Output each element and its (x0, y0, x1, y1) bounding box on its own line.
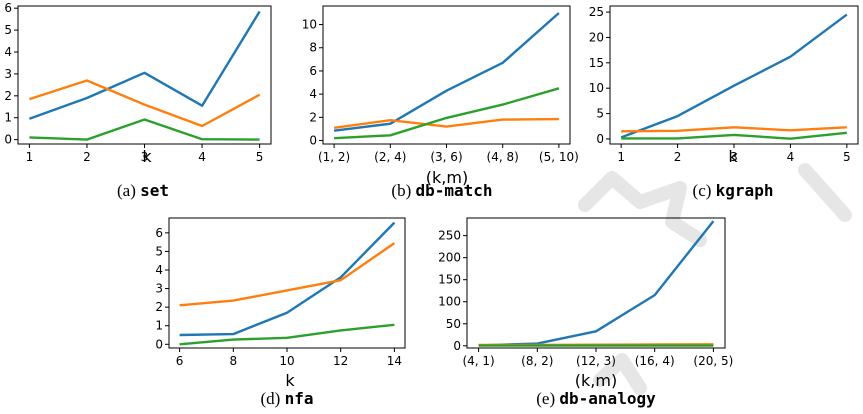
x-tick-label: (3, 6) (430, 150, 462, 164)
y-tick-label: 4 (309, 87, 317, 101)
caption-name: nfa (285, 389, 314, 408)
y-tick-label: 8 (309, 41, 317, 55)
y-tick-label: 5 (596, 107, 604, 121)
series-line-1 (179, 221, 396, 337)
y-tick-label: 5 (155, 244, 163, 258)
x-axis-label: k (285, 371, 295, 390)
y-tick-label: 2 (155, 300, 163, 314)
series-line-3 (334, 87, 560, 140)
series-line-2 (179, 242, 396, 307)
y-tick-label: 10 (302, 18, 317, 32)
caption-name: db-analogy (559, 389, 656, 408)
x-tick-label: (5, 10) (539, 150, 579, 164)
x-tick-label: (1, 2) (318, 150, 350, 164)
caption-prefix: (d) (261, 389, 285, 408)
x-tick-label: 14 (387, 354, 402, 368)
x-tick-label: 10 (279, 354, 294, 368)
x-tick-label: 3 (730, 150, 738, 164)
chart-kgraph: 0 5 10 15 20 25 1 2 3 4 5 k (c) kgraph (589, 5, 859, 200)
x-tick-label: 5 (256, 150, 264, 164)
x-tick-label: (8, 2) (521, 354, 553, 368)
x-axis-label: k (142, 147, 152, 166)
x-tick-label: 5 (843, 150, 851, 164)
y-tick-label: 15 (589, 56, 604, 70)
y-tick-label: 10 (589, 81, 604, 95)
caption-prefix: (e) (536, 389, 559, 408)
y-tick-label: 1 (4, 111, 12, 125)
series-line-2 (29, 79, 261, 128)
caption-name: db-match (416, 181, 493, 200)
y-tick-label: 0 (4, 133, 12, 147)
subfigure-caption: (a) set (117, 181, 169, 200)
y-tick-label: 0 (155, 337, 163, 351)
x-tick-label: 12 (333, 354, 348, 368)
caption-prefix: (a) (117, 181, 140, 200)
x-tick-label: 1 (26, 150, 34, 164)
x-tick-label: 4 (198, 150, 206, 164)
series-line-1 (620, 13, 848, 139)
x-tick-label: 1 (617, 150, 625, 164)
series-line-3 (621, 131, 847, 140)
caption-prefix: (c) (693, 181, 716, 200)
x-tick-label: (4, 1) (462, 354, 494, 368)
x-axis-label: (k,m) (426, 168, 468, 187)
y-tick-label: 0 (453, 339, 461, 353)
y-tick-label: 2 (309, 110, 317, 124)
y-tick-label: 2 (4, 89, 12, 103)
y-tick-label: 150 (438, 273, 461, 287)
subfigure-caption: (c) kgraph (693, 181, 774, 200)
plot-frame (609, 5, 859, 145)
x-tick-label: (12, 3) (576, 354, 616, 368)
series-line-1 (28, 10, 261, 120)
series-line-3 (29, 118, 260, 141)
x-tick-label: 2 (674, 150, 682, 164)
series-line-2 (333, 117, 559, 129)
caption-prefix: (b) (391, 181, 415, 200)
x-tick-label: 4 (787, 150, 795, 164)
x-tick-label: 2 (83, 150, 91, 164)
series-line-3 (179, 323, 395, 346)
x-tick-label: (2, 4) (374, 150, 406, 164)
series-line-1 (478, 220, 715, 347)
y-tick-label: 1 (155, 319, 163, 333)
x-tick-label: (16, 4) (635, 354, 675, 368)
y-tick-label: 6 (155, 226, 163, 240)
y-tick-label: 3 (4, 67, 12, 81)
y-tick-label: 5 (4, 23, 12, 37)
y-tick-label: 4 (4, 45, 12, 59)
series-line-2 (621, 126, 847, 133)
chart-db-analogy: 0 50 100 150 200 250 (4, 1) (8, 2) (12, 3) (16, 4… (438, 217, 733, 408)
x-tick-label: 3 (141, 150, 149, 164)
y-tick-label: 6 (309, 64, 317, 78)
subfigure-caption: (b) db-match (391, 181, 492, 200)
chart-db-match: 0 2 4 6 8 10 (1, 2) (2, 4) (3, 6) (4, 8) (5, 10) (k… (302, 5, 579, 200)
subfigure-caption: (d) nfa (261, 389, 314, 408)
subfigure-caption: (e) db-analogy (536, 389, 656, 408)
x-tick-label: 6 (176, 354, 184, 368)
plot-frame (17, 5, 272, 145)
caption-name: set (140, 181, 169, 200)
x-axis-label: (k,m) (575, 371, 617, 390)
y-tick-label: 50 (446, 317, 461, 331)
series-line-1 (333, 12, 560, 132)
caption-name: kgraph (716, 181, 774, 200)
x-axis-label: k (728, 147, 738, 166)
y-tick-label: 6 (4, 1, 12, 15)
x-tick-label: 8 (229, 354, 237, 368)
y-tick-label: 250 (438, 229, 461, 243)
y-tick-label: 0 (309, 134, 317, 148)
x-tick-label: (20, 5) (693, 354, 733, 368)
y-tick-label: 200 (438, 251, 461, 265)
y-tick-label: 0 (596, 132, 604, 146)
watermark (578, 163, 852, 395)
y-tick-label: 100 (438, 295, 461, 309)
y-tick-label: 25 (589, 5, 604, 19)
y-tick-label: 4 (155, 263, 163, 277)
x-tick-label: (4, 8) (487, 150, 519, 164)
y-tick-label: 3 (155, 282, 163, 296)
y-tick-label: 20 (589, 30, 604, 44)
